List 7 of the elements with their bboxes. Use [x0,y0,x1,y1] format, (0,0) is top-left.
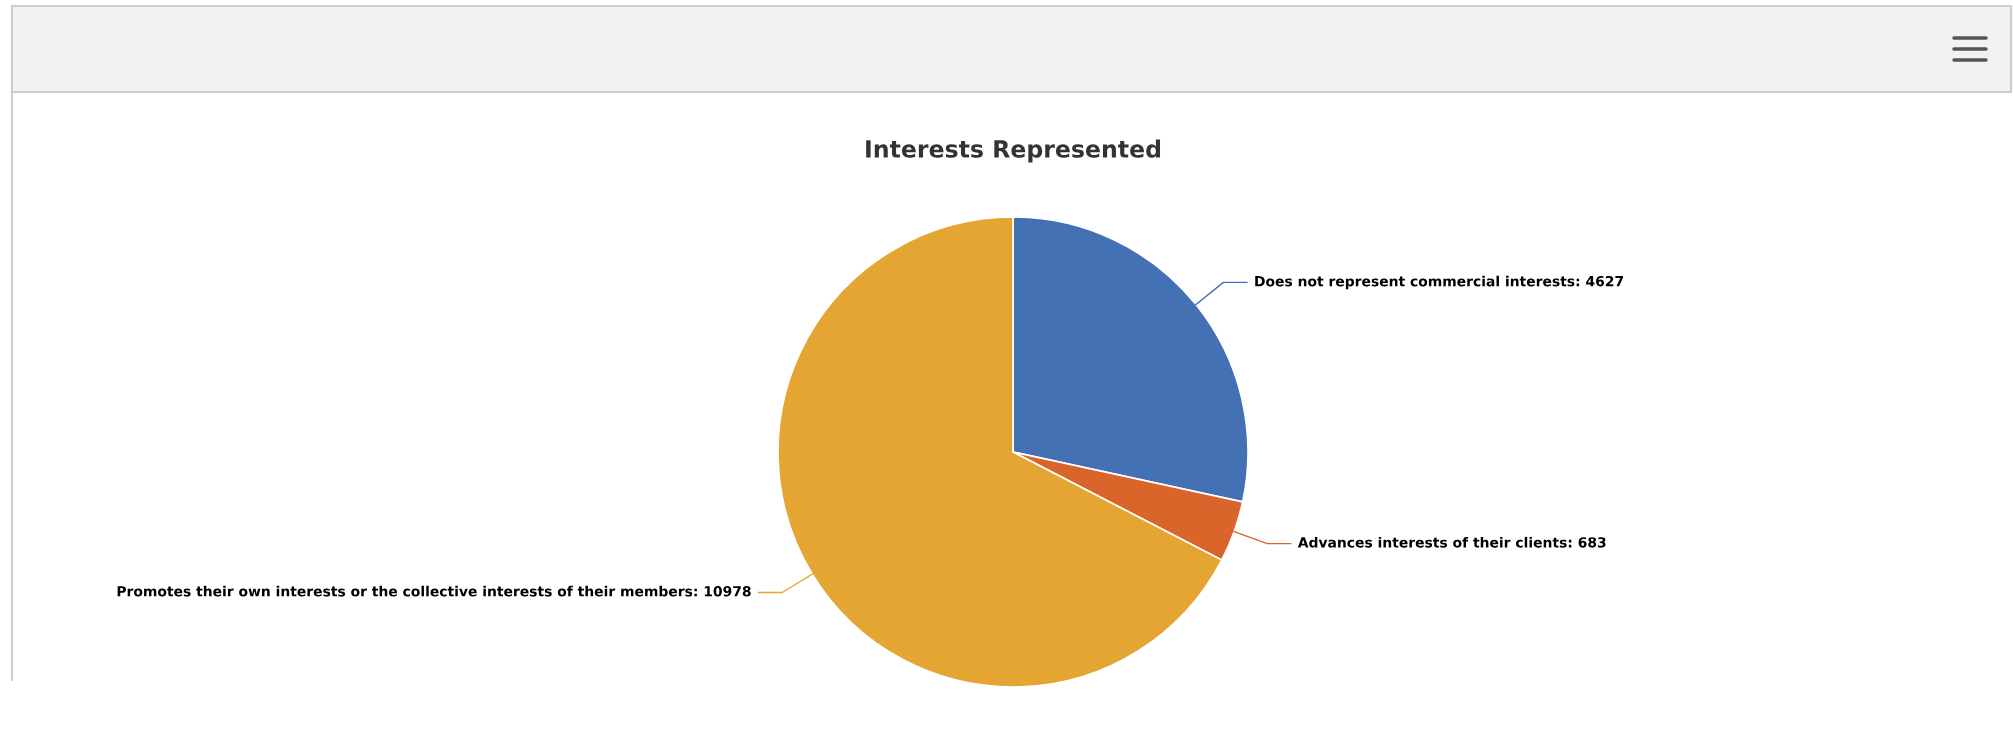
slice-label: Advances interests of their clients [1297,536,1567,548]
chart-title: Interests Represented [866,139,1161,163]
data-label: : 683 [1568,537,1606,548]
data-label: : 10978 [694,586,751,597]
slice-label: Does not represent commercial interests [1255,275,1575,290]
slice-label: Promotes their own interests or the collective interests of their members [117,585,693,597]
data-label: : 4627 [1576,275,1624,287]
